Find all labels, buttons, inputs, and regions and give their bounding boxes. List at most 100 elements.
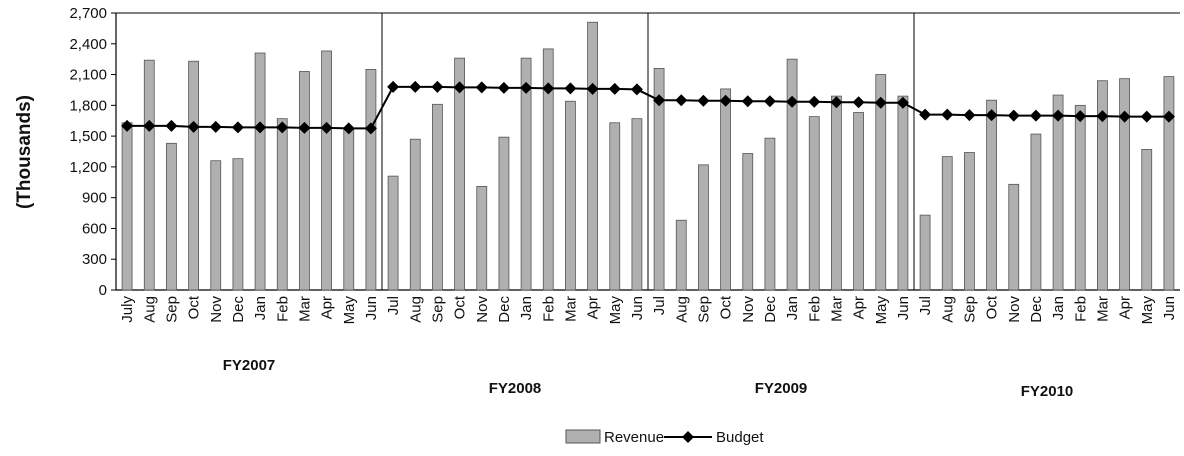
budget-marker — [320, 121, 333, 134]
budget-marker — [475, 81, 488, 94]
budget-marker — [1118, 110, 1131, 123]
revenue-bar — [808, 116, 820, 291]
revenue-bar — [831, 95, 842, 291]
revenue-bar — [1163, 76, 1175, 291]
revenue-bar — [764, 137, 776, 291]
fiscal-year-label: FY2008 — [489, 380, 542, 397]
revenue-bar — [321, 50, 332, 291]
revenue-bar — [897, 95, 909, 291]
revenue-bar — [853, 112, 864, 291]
x-tick-label: Dec — [230, 296, 247, 323]
x-tick-label: Jul — [385, 296, 402, 315]
legend-revenue-label: Revenue — [604, 429, 664, 446]
revenue-bar — [698, 164, 709, 291]
x-tick-label: Jun — [629, 296, 646, 320]
x-tick-label: Jan — [252, 296, 269, 320]
revenue-bar — [432, 103, 443, 291]
x-tick-label: Jun — [363, 296, 380, 320]
x-tick-label: Oct — [186, 295, 203, 319]
budget-marker — [586, 82, 599, 95]
revenue-bar — [742, 153, 754, 291]
budget-marker — [165, 119, 178, 132]
x-tick-label: Nov — [1006, 296, 1023, 323]
budget-marker — [852, 96, 865, 109]
budget-line-connector — [370, 86, 394, 129]
y-tick-label: 2,400 — [69, 36, 107, 53]
fiscal-year-label: FY2007 — [223, 357, 276, 374]
revenue-bar — [675, 219, 687, 291]
x-tick-label: Apr — [851, 296, 868, 319]
revenue-bar — [143, 59, 155, 291]
revenue-bar — [520, 57, 532, 291]
budget-marker — [298, 121, 311, 134]
revenue-bar — [365, 69, 377, 291]
y-tick-label: 900 — [82, 190, 107, 207]
x-tick-label: Oct — [984, 295, 1001, 319]
x-tick-label: Nov — [740, 296, 757, 323]
budget-line — [659, 99, 903, 104]
revenue-bar — [387, 175, 399, 291]
revenue-bar — [875, 74, 887, 291]
revenue-bar — [609, 122, 621, 291]
y-tick-label: 2,100 — [69, 67, 107, 84]
x-tick-label: July — [119, 296, 136, 323]
x-tick-label: Sep — [429, 296, 446, 323]
x-tick-label: Sep — [961, 296, 978, 323]
budget-marker — [387, 80, 400, 93]
revenue-bar — [786, 58, 798, 291]
budget-marker — [741, 95, 754, 108]
revenue-bar — [653, 68, 665, 291]
fiscal-year-label: FY2010 — [1021, 383, 1074, 400]
legend-budget-marker — [682, 431, 694, 443]
revenue-bar — [166, 142, 177, 291]
revenue-bar — [210, 160, 222, 291]
revenue-bar — [188, 60, 199, 291]
x-tick-label: Nov — [474, 296, 491, 323]
budget-marker — [231, 121, 244, 134]
budget-marker — [1074, 110, 1087, 123]
x-tick-label: Mar — [1094, 296, 1111, 322]
y-tick-label: 2,700 — [69, 5, 107, 22]
budget-marker — [497, 81, 510, 94]
revenue-bar — [941, 156, 953, 291]
revenue-bar — [631, 118, 643, 291]
budget-marker — [830, 96, 843, 109]
revenue-bar — [232, 158, 244, 291]
x-tick-label: Feb — [806, 296, 823, 322]
x-tick-label: Oct — [452, 295, 469, 319]
revenue-bar — [1141, 149, 1153, 291]
x-tick-label: Jul — [651, 296, 668, 315]
revenue-bar — [454, 57, 465, 291]
legend: Revenue Budget — [565, 429, 764, 446]
budget-marker — [276, 121, 289, 134]
y-tick-label: 0 — [99, 282, 107, 299]
revenue-bar — [1008, 183, 1020, 291]
revenue-bar — [1119, 78, 1130, 291]
x-tick-label: Jan — [1050, 296, 1067, 320]
budget-marker — [1140, 110, 1153, 123]
budget-marker — [431, 80, 444, 93]
x-tick-label: Jun — [1161, 296, 1178, 320]
budget-marker — [187, 120, 200, 133]
budget-marker — [608, 82, 621, 95]
budget-line — [925, 113, 1169, 118]
x-tick-label: Aug — [673, 296, 690, 323]
x-tick-label: Aug — [407, 296, 424, 323]
budget-marker — [874, 96, 887, 109]
budget-marker — [364, 122, 377, 135]
budget-marker — [1052, 109, 1065, 122]
x-tick-label: Mar — [296, 296, 313, 322]
x-tick-label: Nov — [208, 296, 225, 323]
budget-marker — [919, 108, 932, 121]
y-tick-label: 300 — [82, 251, 107, 268]
budget-line — [393, 85, 637, 91]
x-tick-label: Jun — [895, 296, 912, 320]
budget-marker — [896, 96, 909, 109]
budget-marker — [1096, 110, 1109, 123]
revenue-bar — [1030, 133, 1042, 291]
revenue-bar — [343, 128, 355, 291]
budget-marker — [542, 82, 555, 95]
budget-marker — [143, 119, 156, 132]
y-tick-label: 600 — [82, 220, 107, 237]
x-tick-label: Aug — [141, 296, 158, 323]
